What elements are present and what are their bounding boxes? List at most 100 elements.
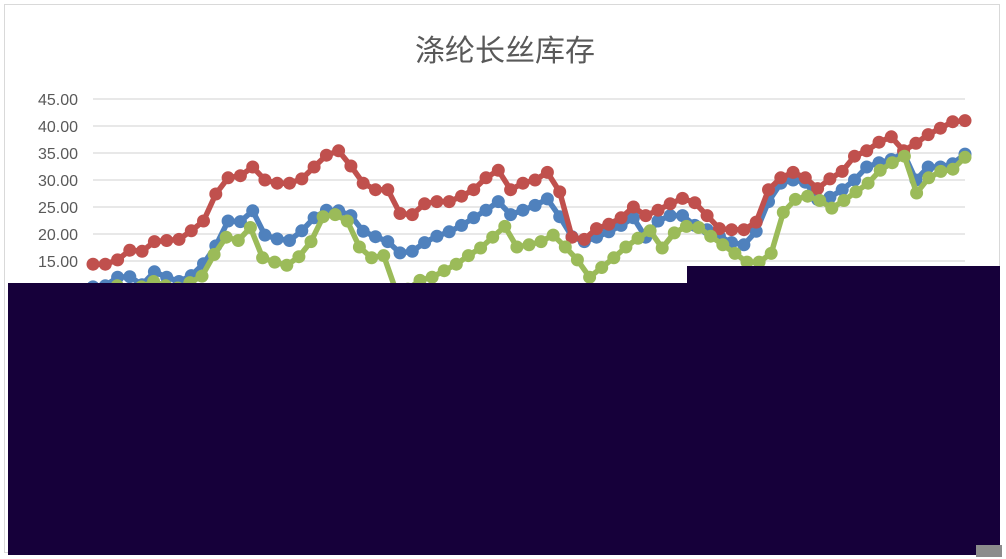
series-3-marker <box>619 240 633 254</box>
series-1-marker <box>467 211 481 225</box>
series-2-marker <box>933 121 947 135</box>
series-2-marker <box>958 114 972 128</box>
series-3-marker <box>897 149 911 163</box>
series-3-marker <box>922 171 936 185</box>
series-2-marker <box>319 148 333 162</box>
series-1-marker <box>848 173 861 187</box>
series-1-marker <box>860 160 874 174</box>
series-3-marker <box>643 224 657 238</box>
series-2-marker <box>86 257 100 271</box>
series-2-marker <box>835 164 849 178</box>
series-3-marker <box>243 221 257 234</box>
series-3-marker <box>910 186 924 200</box>
series-3-marker <box>195 269 209 283</box>
series-3-marker <box>425 270 439 284</box>
series-2-marker <box>798 171 812 185</box>
y-tick-label: 15.00 <box>38 254 78 271</box>
series-2-marker <box>749 215 763 229</box>
series-2-marker <box>258 173 272 187</box>
series-3-marker <box>316 210 330 224</box>
series-3-marker <box>788 192 802 206</box>
series-3-marker <box>946 162 960 176</box>
series-3-marker <box>861 176 875 190</box>
series-2-marker <box>725 223 739 237</box>
series-2-marker <box>762 183 775 197</box>
series-3-marker <box>740 255 754 269</box>
series-3-marker <box>231 234 245 247</box>
series-2-marker <box>504 183 518 197</box>
series-3-marker <box>461 249 475 263</box>
series-1-marker <box>430 229 444 243</box>
series-2-marker <box>946 115 960 129</box>
series-1-marker <box>626 211 640 225</box>
series-2-marker <box>860 144 874 158</box>
series-3-marker <box>752 255 766 269</box>
series-2-marker <box>369 183 382 197</box>
series-2-marker <box>307 160 321 174</box>
series-1-marker <box>369 230 382 244</box>
series-3-marker <box>873 163 887 177</box>
series-3-marker <box>558 240 572 254</box>
series-2-marker <box>823 172 837 186</box>
series-2-marker <box>135 244 149 258</box>
series-2-marker <box>872 135 886 149</box>
series-1-marker <box>737 238 751 252</box>
series-3-marker <box>256 251 270 265</box>
series-3-marker <box>340 214 354 228</box>
series-3-marker <box>958 150 972 164</box>
series-3-marker <box>352 240 366 254</box>
series-2-marker <box>455 189 468 203</box>
series-2-marker <box>565 230 579 244</box>
series-1-marker <box>295 224 309 238</box>
series-3-marker <box>292 250 306 264</box>
series-2-marker <box>98 257 112 271</box>
corner-patch <box>976 545 1002 557</box>
series-3-marker <box>837 194 851 207</box>
y-tick-label: 25.00 <box>38 200 78 217</box>
series-2-marker <box>197 214 210 228</box>
series-2-marker <box>528 173 542 187</box>
series-2-marker <box>393 207 407 220</box>
occlusion-strip <box>687 266 1000 286</box>
series-2-marker <box>172 232 186 246</box>
series-1-marker <box>749 224 763 238</box>
series-2-marker <box>442 195 456 209</box>
series-1-marker <box>504 208 518 222</box>
series-3-marker <box>692 221 706 234</box>
series-2-marker <box>626 200 640 214</box>
series-3-marker <box>219 230 233 244</box>
series-3-marker <box>534 235 548 249</box>
series-3-marker <box>764 246 778 260</box>
series-2-marker <box>147 235 161 249</box>
series-3-marker <box>885 156 899 170</box>
occlusion-block <box>8 283 1000 555</box>
series-1-marker <box>540 192 554 206</box>
series-1-marker <box>405 244 419 258</box>
series-3-marker <box>570 253 584 267</box>
series-1-marker <box>651 214 665 228</box>
series-3-marker <box>631 231 645 245</box>
series-1-marker <box>258 228 272 242</box>
series-3-marker <box>268 255 282 269</box>
series-2-marker <box>614 211 628 225</box>
series-3-marker <box>607 251 621 265</box>
series-3-marker <box>934 164 948 178</box>
series-2-marker <box>295 172 309 186</box>
series-1-marker <box>442 225 456 239</box>
series-2-marker <box>160 234 174 247</box>
series-1-marker <box>147 265 161 279</box>
series-2-marker <box>774 171 788 185</box>
series-1-marker <box>246 204 260 218</box>
series-1-marker <box>270 232 284 246</box>
series-1-marker <box>921 160 935 174</box>
series-3-marker <box>510 240 524 254</box>
series-2-marker <box>712 222 726 236</box>
series-3-marker <box>849 185 863 199</box>
y-tick-label: 30.00 <box>38 173 78 190</box>
series-1-marker <box>123 270 137 284</box>
series-2-marker <box>848 149 861 163</box>
series-2-marker <box>590 222 603 236</box>
series-2-marker <box>270 176 284 190</box>
series-2-marker <box>786 165 800 179</box>
